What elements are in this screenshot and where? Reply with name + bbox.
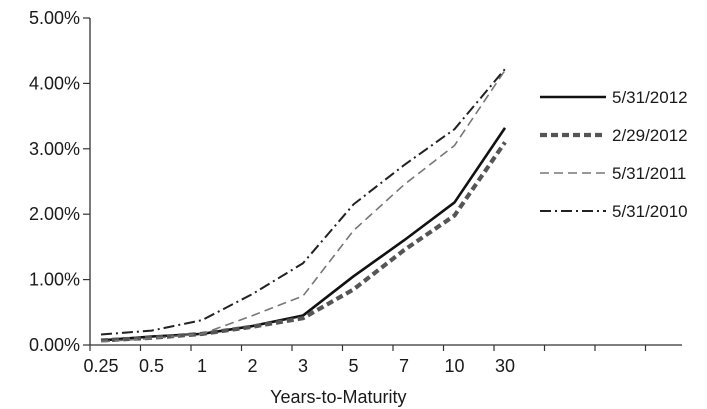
series-line-4 (100, 68, 506, 336)
x-tick-label: 0.25 (83, 356, 118, 376)
y-tick-label: 3.00% (29, 139, 80, 159)
x-tick-label: 5 (348, 356, 358, 376)
legend-label-3: 5/31/2011 (612, 164, 686, 183)
x-tick-label: 3 (298, 356, 308, 376)
series-line-1 (100, 127, 507, 342)
series-line-3 (100, 69, 506, 343)
y-tick-label: 1.00% (29, 270, 80, 290)
y-tick-label: 2.00% (29, 204, 80, 224)
x-axis-title: Years-to-Maturity (270, 387, 406, 407)
x-tick-label: 2 (247, 356, 257, 376)
legend-label-2: 2/29/2012 (612, 126, 688, 145)
x-tick-label: 1 (197, 356, 207, 376)
series-line-2 (100, 141, 507, 343)
x-tick-label: 0.5 (139, 356, 164, 376)
y-tick-label: 0.00% (29, 335, 80, 355)
legend-label-1: 5/31/2012 (612, 88, 688, 107)
series-lines (100, 68, 507, 343)
y-tick-label: 4.00% (29, 73, 80, 93)
y-axis-ticks: 0.00% 1.00% 2.00% 3.00% 4.00% 5.00% (29, 8, 90, 355)
x-tick-label: 10 (444, 356, 464, 376)
y-tick-label: 5.00% (29, 8, 80, 28)
chart-axes (89, 18, 682, 346)
legend: 5/31/2012 2/29/2012 5/31/2011 5/31/2010 (540, 88, 688, 221)
x-tick-label: 30 (495, 356, 515, 376)
x-tick-label: 7 (399, 356, 409, 376)
legend-label-4: 5/31/2010 (612, 202, 688, 221)
x-axis-ticks: 0.25 0.5 1 2 3 5 7 10 30 (83, 345, 647, 376)
